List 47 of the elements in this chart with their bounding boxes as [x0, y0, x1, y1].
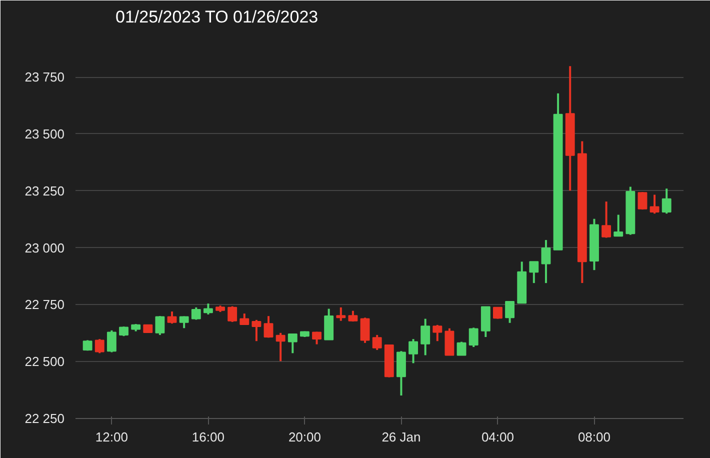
candlestick [444, 327, 454, 356]
candlestick [228, 305, 238, 323]
candlestick [493, 306, 502, 320]
candlestick [203, 302, 213, 316]
y-tick-label: 23 500 [24, 126, 65, 142]
candlestick [276, 332, 286, 362]
candlestick [264, 315, 274, 339]
y-tick-label: 23 250 [24, 183, 65, 198]
x-tick-label: 26 Jan [382, 430, 421, 444]
candlestick [662, 188, 672, 215]
y-tick-label: 22 750 [24, 297, 65, 312]
y-tick-label: 22 500 [24, 354, 65, 370]
y-tick-label: 23 750 [24, 70, 65, 85]
candlestick [650, 194, 660, 215]
candlestick [312, 330, 322, 346]
candlestick [106, 329, 116, 354]
candlestick [529, 260, 539, 284]
candlestick [614, 214, 624, 238]
x-tick-label: 04:00 [481, 430, 514, 444]
candlestick [456, 340, 466, 356]
candlestick [155, 315, 165, 336]
x-tick-label: 08:00 [578, 430, 611, 444]
candlestick [252, 318, 262, 342]
candlestick [191, 306, 201, 321]
candlestick [288, 333, 298, 354]
candlestick [505, 300, 515, 324]
chart-title: 01/25/2023 TO 01/26/2023 [116, 8, 318, 26]
candlestick [179, 315, 189, 330]
candlestick [468, 326, 478, 348]
candlestick [602, 200, 612, 239]
candlestick [119, 326, 128, 338]
y-tick-label: 22 250 [24, 411, 65, 426]
candlestick [360, 316, 370, 344]
candlestick [372, 334, 382, 351]
x-tick-label: 20:00 [288, 430, 321, 444]
x-tick-label: 12:00 [95, 430, 128, 444]
candlestick [408, 338, 418, 364]
candlestick [336, 306, 346, 322]
x-tick-label: 16:00 [192, 430, 224, 444]
candlestick [324, 308, 334, 341]
candlestick [94, 338, 104, 354]
candlestick [240, 312, 250, 326]
y-tick-label: 23 000 [24, 240, 65, 256]
candlestick [167, 310, 177, 325]
candlestick [420, 318, 430, 356]
candlestick [432, 324, 442, 342]
candlestick [541, 239, 551, 284]
